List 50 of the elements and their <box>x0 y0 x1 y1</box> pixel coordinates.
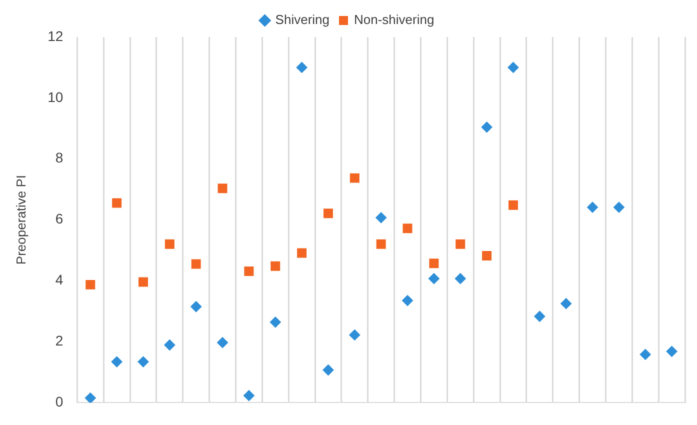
legend-label: Non-shivering <box>354 12 434 28</box>
point <box>350 173 360 183</box>
y-axis-title: Preoperative PI <box>13 174 28 265</box>
y-tick-label: 6 <box>55 210 64 227</box>
legend-label: Shivering <box>275 12 330 28</box>
point <box>297 248 307 258</box>
y-tick-label: 2 <box>55 332 64 349</box>
point <box>191 259 201 269</box>
point <box>402 224 412 234</box>
point <box>111 356 122 368</box>
point <box>428 273 440 284</box>
point <box>138 277 148 287</box>
point <box>429 258 439 268</box>
point <box>402 295 414 306</box>
point <box>86 280 96 290</box>
y-tick-label: 10 <box>48 88 64 105</box>
point <box>164 340 176 351</box>
point <box>270 316 281 328</box>
point <box>244 266 254 276</box>
point <box>376 239 386 249</box>
point <box>138 356 149 368</box>
point <box>376 212 387 224</box>
point <box>508 62 519 73</box>
point <box>84 392 96 403</box>
point <box>243 390 254 402</box>
point <box>454 273 466 284</box>
y-tick-label: 12 <box>48 28 64 44</box>
point <box>218 184 228 194</box>
point <box>666 346 678 357</box>
point <box>587 202 598 213</box>
point <box>482 251 492 260</box>
point <box>164 239 174 249</box>
y-tick-label: 0 <box>55 393 64 410</box>
point <box>456 239 466 249</box>
point <box>508 200 518 210</box>
point <box>349 329 360 340</box>
point <box>534 310 546 322</box>
point <box>323 208 333 218</box>
point <box>112 198 122 208</box>
point <box>322 364 334 376</box>
point <box>296 62 308 73</box>
point <box>190 301 202 312</box>
point <box>613 202 624 213</box>
point <box>217 337 228 348</box>
y-tick-label: 4 <box>55 272 64 288</box>
point <box>640 348 651 360</box>
y-tick-label: 8 <box>55 150 64 166</box>
point <box>560 298 572 310</box>
point <box>481 122 492 133</box>
point <box>270 261 280 271</box>
